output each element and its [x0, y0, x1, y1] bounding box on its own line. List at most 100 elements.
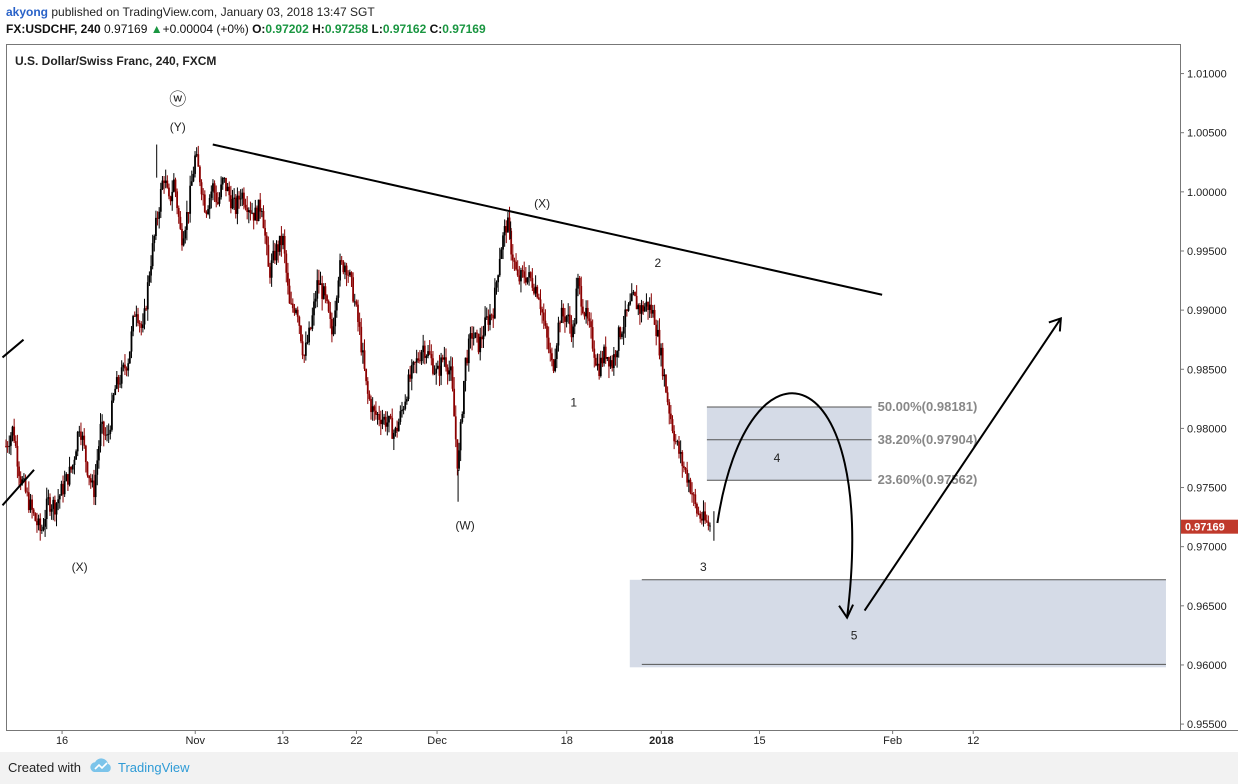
- candle-body: [260, 211, 263, 212]
- candle-body: [697, 513, 700, 515]
- candle-body: [392, 432, 395, 439]
- candle-body: [668, 402, 671, 414]
- candle-body: [645, 301, 648, 307]
- wave-label: 2: [654, 256, 661, 270]
- candle-body: [630, 293, 633, 302]
- candle-body: [353, 301, 356, 303]
- candle-body: [269, 266, 271, 278]
- candle-body: [324, 286, 327, 296]
- candle-body: [696, 503, 698, 514]
- candle-body: [608, 357, 610, 367]
- candle-body: [200, 182, 203, 195]
- candle-body: [510, 230, 513, 255]
- candle-body: [125, 368, 128, 371]
- candle-body: [591, 327, 594, 349]
- candle-body: [443, 357, 446, 360]
- symbol-label: FX:USDCHF, 240: [6, 22, 101, 36]
- candle-body: [334, 310, 337, 327]
- candle-body: [31, 499, 33, 510]
- candle-body: [560, 307, 563, 323]
- price-chart[interactable]: U.S. Dollar/Swiss Franc, 240, FXCM 50.00…: [0, 0, 1238, 752]
- candle-body: [498, 258, 501, 276]
- candle-body: [476, 332, 478, 334]
- candle-body: [138, 322, 141, 324]
- last-price: 0.97169: [104, 22, 148, 36]
- candle-body: [702, 511, 705, 521]
- candle-body: [283, 236, 286, 254]
- time-tick-label: 16: [56, 735, 68, 747]
- time-axis[interactable]: 16 Nov 13 22 Dec 18 2018 15 Feb 12: [56, 730, 979, 747]
- candle-body: [166, 180, 169, 188]
- candle-body: [381, 419, 384, 425]
- candle-body: [158, 211, 161, 219]
- candle-body: [44, 518, 47, 527]
- candle-body: [477, 333, 480, 353]
- candle-body: [438, 365, 441, 376]
- candle-body: [228, 186, 231, 196]
- candle-body: [309, 327, 312, 329]
- candle-body: [278, 235, 281, 252]
- candle-body: [342, 261, 345, 273]
- fib-level-label: 50.00%(0.98181): [878, 399, 978, 414]
- candle-body: [458, 450, 460, 469]
- candle-body: [244, 204, 247, 208]
- close-label: C:: [429, 22, 443, 36]
- price-tick-label: 0.96500: [1187, 601, 1227, 613]
- time-tick-label: Dec: [427, 735, 447, 747]
- candle-body: [68, 466, 71, 485]
- candle-body: [264, 228, 267, 236]
- publish-info: published on TradingView.com, January 03…: [51, 5, 375, 19]
- candle-body: [16, 445, 19, 467]
- candle-body: [114, 388, 117, 395]
- candle-body: [492, 315, 495, 319]
- candle-body: [557, 322, 560, 346]
- candle-body: [339, 260, 341, 281]
- candle-body: [168, 187, 170, 197]
- candle-body: [449, 366, 452, 371]
- candle-body: [544, 320, 547, 326]
- candle-body: [604, 346, 607, 359]
- candle-body: [252, 212, 255, 221]
- candle-body: [397, 421, 400, 432]
- candle-body: [199, 166, 201, 183]
- tradingview-brand[interactable]: TradingView: [118, 760, 190, 775]
- candle-body: [120, 367, 123, 384]
- candle-body: [549, 349, 552, 354]
- candle-body: [598, 363, 601, 376]
- candle-body: [683, 466, 685, 468]
- candle-body: [306, 342, 309, 344]
- candle-body: [552, 360, 555, 371]
- trendline: [1, 469, 35, 506]
- candle-body: [580, 285, 583, 307]
- candle-body: [212, 183, 214, 192]
- candle-body: [415, 358, 418, 363]
- candle-body: [599, 357, 602, 376]
- author-name[interactable]: akyong: [6, 5, 49, 19]
- drawings-layer: [1, 143, 1062, 620]
- candle-body: [445, 357, 447, 368]
- candle-body: [146, 282, 149, 310]
- candle-body: [570, 324, 573, 338]
- candle-body: [516, 269, 519, 276]
- candle-body: [653, 309, 656, 325]
- candle-body: [376, 414, 379, 415]
- candle-body: [112, 394, 115, 401]
- candle-body: [194, 155, 196, 174]
- time-tick-label: 22: [350, 735, 362, 747]
- price-axis[interactable]: 1.01000 1.00500 1.00000 0.99500 0.99000 0.985…: [1180, 69, 1238, 732]
- candle-body: [609, 360, 612, 367]
- candle-body: [65, 474, 68, 482]
- candle-body: [185, 212, 188, 230]
- candle-body: [81, 435, 84, 440]
- candle-body: [86, 462, 89, 476]
- candle-body: [234, 197, 237, 214]
- candle-body: [490, 314, 493, 316]
- candle-body: [259, 199, 262, 212]
- candle-body: [564, 316, 566, 322]
- zones-layer: 50.00%(0.98181) 38.20%(0.97904) 23.60%(0.9…: [629, 399, 1166, 668]
- candle-body: [461, 414, 464, 422]
- candle-body: [383, 416, 385, 420]
- candle-body: [153, 236, 156, 244]
- candle-body: [155, 217, 157, 237]
- tradingview-cloud-icon[interactable]: [88, 757, 114, 780]
